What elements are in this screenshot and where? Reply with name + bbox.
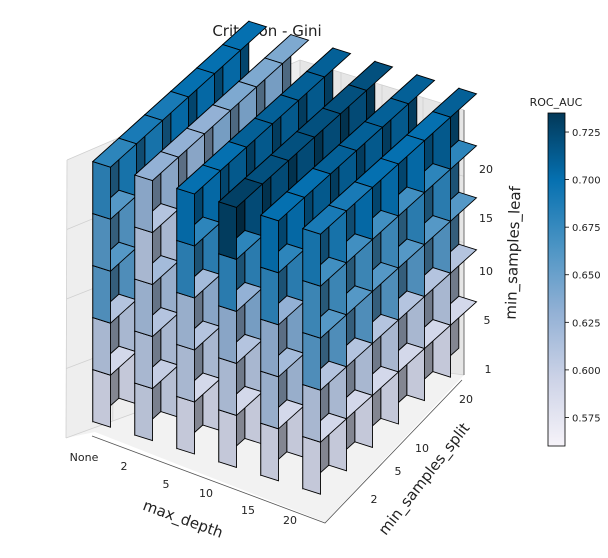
- voxel-front-face: [218, 201, 237, 261]
- voxel-front-face: [134, 382, 153, 442]
- voxel-front-face: [176, 395, 195, 455]
- voxel-top-face: [217, 177, 264, 208]
- colorbar-tick-label: 0.725: [572, 128, 601, 139]
- voxel-front-face: [218, 305, 237, 365]
- colorbar-tick-label: 0.650: [572, 271, 601, 282]
- voxel-front-face: [134, 330, 153, 390]
- z-tick-label: 20: [479, 163, 493, 176]
- voxel-front-face: [134, 226, 153, 286]
- colorbar-tick-label: 0.575: [572, 413, 601, 424]
- colorbar-tick-label: 0.675: [572, 223, 601, 234]
- z-tick-label: 1: [485, 363, 492, 376]
- voxel-front-face: [92, 160, 111, 220]
- voxel-front-face: [218, 357, 237, 417]
- voxel: [431, 87, 478, 170]
- voxel-front-face: [218, 253, 237, 313]
- voxel-front-face: [176, 291, 195, 351]
- voxel: [133, 150, 180, 234]
- voxel-front-face: [302, 279, 321, 339]
- voxel-front-face: [92, 212, 111, 272]
- voxel-top-face: [175, 164, 222, 195]
- voxel: [259, 190, 306, 274]
- x-tick-label: 15: [241, 504, 255, 517]
- x-tick-label: None: [70, 451, 99, 464]
- y-tick-label: 5: [395, 465, 402, 478]
- z-tick-label: 15: [479, 212, 493, 225]
- voxel-front-face: [302, 435, 321, 495]
- voxel-front-face: [134, 278, 153, 338]
- y-tick-label: 2: [371, 493, 378, 506]
- voxel-front-face: [260, 214, 279, 274]
- voxel-top-face: [91, 137, 138, 168]
- voxel-front-face: [302, 331, 321, 391]
- voxel: [217, 177, 264, 261]
- voxel-front-face: [176, 187, 195, 247]
- voxel-front-face: [260, 370, 279, 430]
- x-tick-label: 20: [283, 514, 297, 527]
- voxel-top-face: [301, 204, 348, 235]
- z-axis-label: min_samples_leaf: [502, 185, 526, 320]
- x-tick-label: 10: [199, 487, 213, 500]
- z-tick-label: 5: [484, 314, 491, 327]
- voxel: [91, 137, 138, 220]
- z-tick-label: 10: [479, 265, 493, 278]
- voxel-front-face: [260, 422, 279, 482]
- voxel: [301, 204, 348, 287]
- x-tick-label: 5: [163, 478, 170, 491]
- voxel-top-face: [259, 191, 306, 222]
- voxel-front-face: [302, 227, 321, 287]
- colorbar-label: ROC_AUC: [530, 96, 583, 109]
- colorbar-tick-label: 0.600: [572, 366, 601, 377]
- voxel-front-face: [260, 318, 279, 378]
- colorbar-tick-label: 0.700: [572, 176, 601, 187]
- voxel-front-face: [302, 383, 321, 443]
- voxel-front-face: [176, 239, 195, 299]
- voxel-front-face: [218, 409, 237, 469]
- voxel-top-face: [305, 47, 352, 78]
- colorbar-tick-label: 0.625: [572, 318, 601, 329]
- voxel-top-face: [133, 151, 180, 182]
- voxel-front-face: [92, 264, 111, 324]
- voxel-front-face: [176, 343, 195, 403]
- voxel-layer: [91, 20, 478, 495]
- chart-title: Criterion - Gini: [212, 22, 321, 40]
- colorbar: ROC_AUC 0.5750.6000.6250.6500.6750.7000.…: [530, 96, 601, 447]
- voxel-front-face: [134, 174, 153, 234]
- y-tick-label: 10: [415, 442, 429, 455]
- voxel: [175, 163, 222, 247]
- x-axis-label: max_depth: [140, 496, 225, 543]
- y-tick-label: 20: [459, 393, 473, 406]
- voxel-front-face: [92, 368, 111, 428]
- colorbar-gradient: [547, 112, 566, 447]
- axis-frame: [91, 379, 463, 524]
- x-tick-label: 2: [121, 460, 128, 473]
- voxel-front-face: [260, 266, 279, 326]
- voxel-front-face: [92, 316, 111, 376]
- colorbar-ticks: 0.575 0.600 0.625 0.650 0.675 0.700 0.725: [565, 128, 601, 424]
